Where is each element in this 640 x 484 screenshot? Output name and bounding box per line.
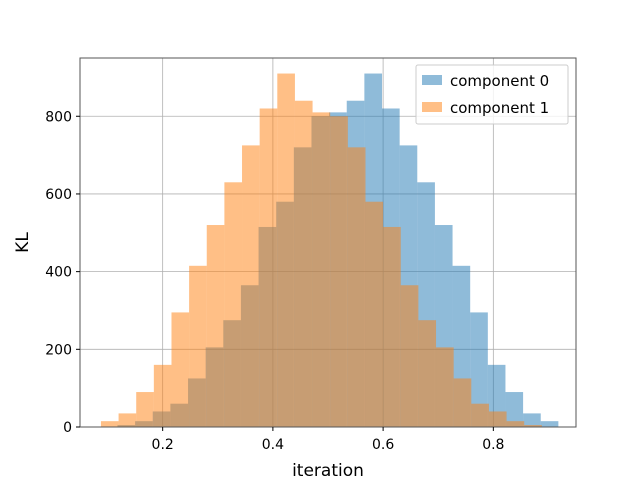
x-tick-label: 0.2 [152,437,174,453]
histogram-bar [453,378,472,427]
histogram-bar [136,392,154,427]
histogram-bar [153,364,172,427]
legend-label-component-0: component 0 [450,72,549,90]
legend-swatch-component-0 [422,75,442,85]
series-1-bars [100,73,542,428]
histogram-bar [400,285,419,427]
histogram-bar [171,312,190,427]
y-tick-label: 800 [45,109,72,125]
histogram-bar [118,413,137,427]
histogram-bar [330,116,348,428]
histogram-bar [471,403,489,427]
histogram-bar [540,421,559,427]
legend-swatch-component-1 [422,102,442,112]
histogram-bar [277,73,295,428]
histogram-bar [505,392,524,427]
x-tick-label: 0.6 [372,437,394,453]
y-tick-label: 200 [45,342,72,358]
y-tick-label: 600 [45,187,72,203]
histogram-bar [259,108,278,427]
histogram-bar [506,421,525,427]
histogram-bar [523,413,541,427]
histogram-bar [488,411,507,427]
histogram-bar [347,147,366,427]
y-tick-label: 0 [63,420,72,436]
histogram-bar [189,265,207,427]
x-tick-label: 0.4 [262,437,284,453]
bars-layer [100,73,559,428]
histogram-bar [524,425,542,427]
legend-label-component-1: component 1 [450,99,549,117]
legend: component 0 component 1 [415,64,569,125]
x-axis-label: iteration [292,461,364,480]
histogram-bar [470,312,488,427]
histogram-bar [206,225,225,427]
histogram-bar [365,201,384,427]
histogram-bar [418,320,437,427]
y-tick-label: 400 [45,265,72,281]
histogram-bar [436,347,454,427]
x-tick-label: 0.8 [482,437,504,453]
histogram-bar [312,112,331,428]
histogram-bar [294,100,313,427]
y-axis-label: KL [13,232,33,253]
histogram-bar [242,145,260,428]
histogram-bar [224,182,243,427]
histogram-bar [383,226,401,427]
axes-frame [79,57,577,428]
histogram-bar [100,421,119,427]
legend-box [415,64,569,125]
ticks-layer: 0.2 0.4 0.6 0.8 0 200 400 600 800 [45,109,504,453]
